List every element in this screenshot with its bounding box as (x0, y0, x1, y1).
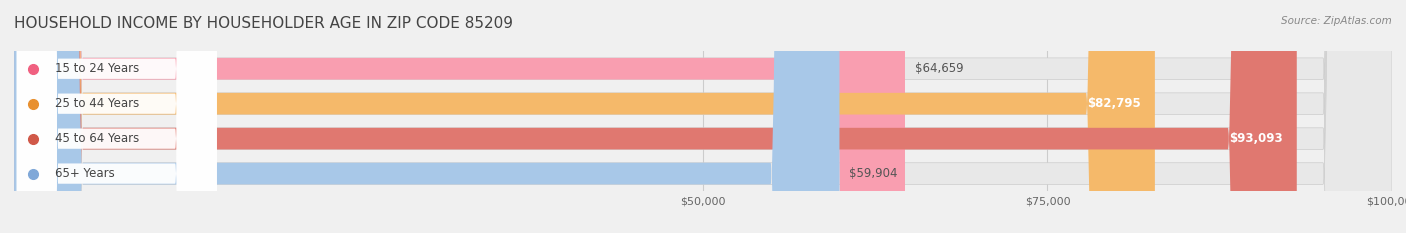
FancyBboxPatch shape (14, 0, 839, 233)
Text: 45 to 64 Years: 45 to 64 Years (55, 132, 139, 145)
FancyBboxPatch shape (14, 0, 1154, 233)
Text: 25 to 44 Years: 25 to 44 Years (55, 97, 139, 110)
FancyBboxPatch shape (14, 0, 1296, 233)
Text: 65+ Years: 65+ Years (55, 167, 115, 180)
Text: Source: ZipAtlas.com: Source: ZipAtlas.com (1281, 16, 1392, 26)
Text: $93,093: $93,093 (1229, 132, 1284, 145)
FancyBboxPatch shape (17, 0, 217, 233)
FancyBboxPatch shape (14, 0, 1392, 233)
FancyBboxPatch shape (17, 0, 217, 233)
FancyBboxPatch shape (14, 0, 905, 233)
FancyBboxPatch shape (14, 0, 1392, 233)
Text: 15 to 24 Years: 15 to 24 Years (55, 62, 139, 75)
FancyBboxPatch shape (17, 0, 217, 233)
FancyBboxPatch shape (14, 0, 1392, 233)
Text: $59,904: $59,904 (849, 167, 897, 180)
Text: $82,795: $82,795 (1087, 97, 1142, 110)
FancyBboxPatch shape (17, 0, 217, 233)
FancyBboxPatch shape (14, 0, 1392, 233)
Text: $64,659: $64,659 (915, 62, 963, 75)
Text: HOUSEHOLD INCOME BY HOUSEHOLDER AGE IN ZIP CODE 85209: HOUSEHOLD INCOME BY HOUSEHOLDER AGE IN Z… (14, 16, 513, 31)
